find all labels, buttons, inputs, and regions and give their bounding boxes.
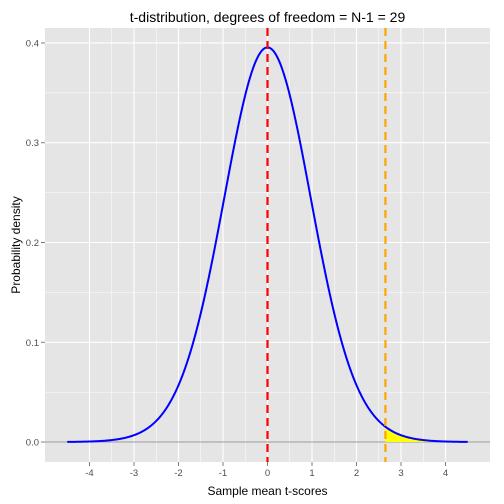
y-tick-label: 0.3: [26, 138, 39, 149]
x-tick-label: -1: [219, 468, 227, 479]
chart-title: t-distribution, degrees of freedom = N-1…: [130, 9, 406, 25]
shaded-tail: [385, 426, 468, 443]
y-axis-label: Probability density: [9, 196, 23, 293]
x-tick-label: -4: [85, 468, 93, 479]
y-tick-label: 0.4: [26, 38, 39, 49]
x-tick-label: 1: [309, 468, 314, 479]
x-tick-label: 4: [443, 468, 448, 479]
y-tick-label: 0.2: [26, 238, 39, 249]
x-tick-label: 2: [354, 468, 359, 479]
marks: [45, 28, 490, 462]
ticks: -4 -3 -2 -1 0 1 2 3 4 0.0 0.1 0.2 0.3 0.4: [26, 38, 448, 479]
x-tick-label: -2: [174, 468, 182, 479]
y-tick-label: 0.1: [26, 338, 39, 349]
x-tick-label: 0: [265, 468, 270, 479]
x-tick-label: -3: [130, 468, 138, 479]
y-tick-label: 0.0: [26, 438, 39, 449]
x-tick-label: 3: [398, 468, 403, 479]
x-axis-label: Sample mean t-scores: [207, 484, 327, 498]
